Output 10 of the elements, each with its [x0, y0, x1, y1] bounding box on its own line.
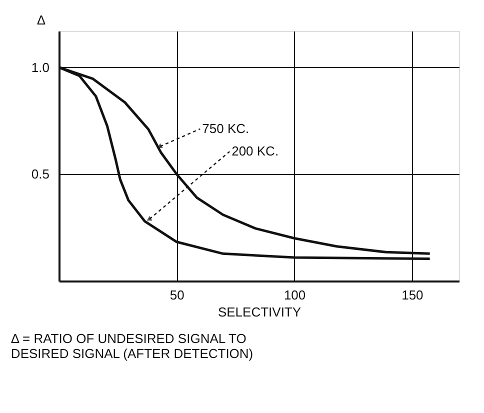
y-tick-label: 0.5: [31, 166, 50, 182]
x-tick-label: 150: [402, 288, 424, 302]
x-tick-label: 50: [170, 288, 184, 302]
text: Δ = RATIO OF UNDESIRED SIGNAL TO DESIRED SIGNAL (AFTER DETECTION): [10, 331, 254, 361]
x-tick-label: 100: [284, 288, 306, 302]
annotation: 200 KC.: [232, 144, 279, 159]
y-axis-title: Δ: [36, 12, 46, 28]
y-tick-label: 1.0: [31, 60, 50, 75]
annotation: 750 KC.: [202, 120, 250, 136]
x-axis-title: SELECTIVITY: [218, 304, 302, 320]
